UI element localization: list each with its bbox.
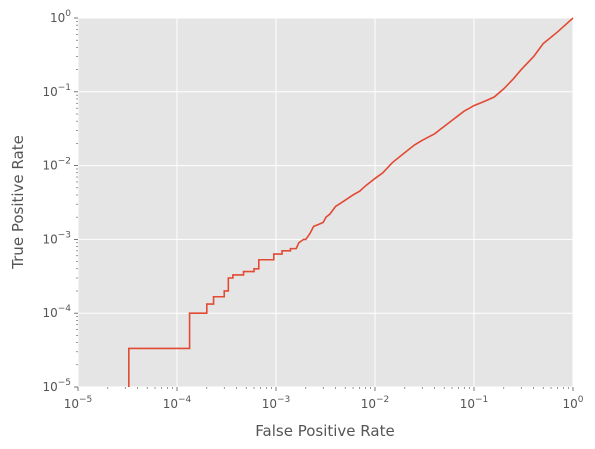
y-tick-base: 10 bbox=[42, 306, 57, 320]
roc-curve bbox=[128, 17, 574, 387]
y-tick-exponent: −1 bbox=[58, 83, 71, 93]
plot-background bbox=[78, 18, 573, 387]
x-tick-label: 10−5 bbox=[64, 395, 93, 411]
y-tick-label: 10−5 bbox=[42, 378, 71, 394]
y-tick-label: 10−3 bbox=[42, 230, 71, 246]
x-tick-exponent: −1 bbox=[475, 395, 488, 405]
y-tick-base: 10 bbox=[42, 85, 57, 99]
x-tick-label: 100 bbox=[562, 395, 583, 411]
y-tick-base: 10 bbox=[42, 380, 57, 394]
x-tick-base: 10 bbox=[361, 397, 376, 411]
y-tick-base: 10 bbox=[50, 11, 65, 25]
y-tick-label: 100 bbox=[50, 9, 71, 25]
x-tick-base: 10 bbox=[64, 397, 79, 411]
x-tick-exponent: −5 bbox=[79, 395, 92, 405]
x-tick-exponent: −2 bbox=[376, 395, 389, 405]
x-tick-base: 10 bbox=[262, 397, 277, 411]
y-tick-label: 10−4 bbox=[42, 304, 71, 320]
y-axis-label: True Positive Rate bbox=[9, 135, 27, 270]
x-tick-base: 10 bbox=[163, 397, 178, 411]
minor-ticks bbox=[76, 21, 569, 389]
y-tick-label: 10−1 bbox=[42, 83, 71, 99]
y-tick-exponent: −3 bbox=[58, 230, 71, 240]
x-tick-base: 10 bbox=[460, 397, 475, 411]
y-tick-exponent: −2 bbox=[58, 157, 71, 167]
x-tick-base: 10 bbox=[562, 397, 577, 411]
grid bbox=[77, 17, 574, 388]
x-tick-exponent: −3 bbox=[277, 395, 290, 405]
y-tick-label: 10−2 bbox=[42, 157, 71, 173]
x-tick-label: 10−1 bbox=[460, 395, 489, 411]
y-tick-exponent: −5 bbox=[58, 378, 71, 388]
y-tick-exponent: −4 bbox=[58, 304, 72, 314]
x-tick-label: 10−4 bbox=[163, 395, 192, 411]
x-tick-exponent: 0 bbox=[578, 395, 584, 405]
y-tick-exponent: 0 bbox=[65, 9, 71, 19]
x-tick-label: 10−3 bbox=[262, 395, 291, 411]
x-axis-ticks: 10−5 10−4 10−3 10−2 10−1 100 bbox=[64, 387, 584, 411]
y-tick-base: 10 bbox=[42, 159, 57, 173]
x-tick-label: 10−2 bbox=[361, 395, 390, 411]
x-tick-exponent: −4 bbox=[178, 395, 192, 405]
y-tick-base: 10 bbox=[42, 232, 57, 246]
x-axis-label: False Positive Rate bbox=[255, 422, 394, 440]
